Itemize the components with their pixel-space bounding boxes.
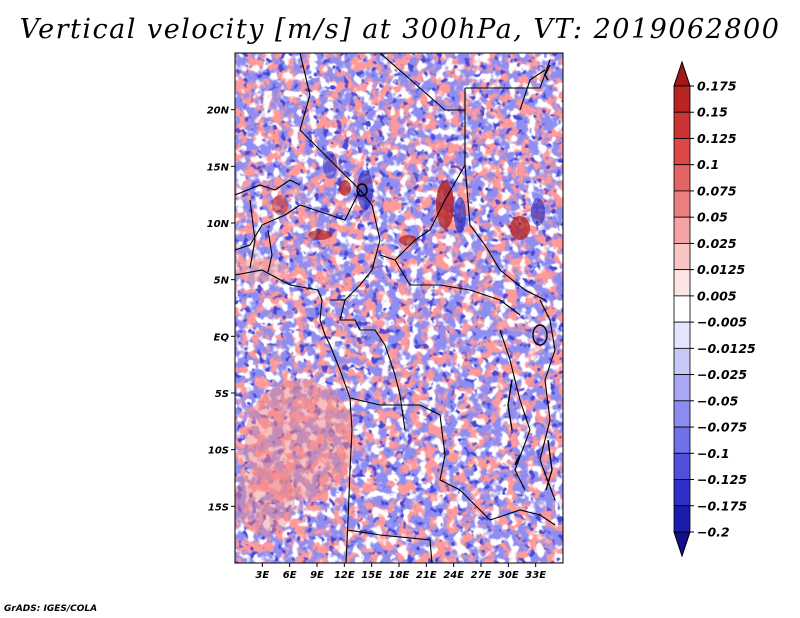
- colorbar-bin: [673, 347, 691, 375]
- colorbar-bin: [673, 426, 691, 454]
- border-sudan: [464, 164, 546, 301]
- lon-tick-label: 21E: [416, 570, 437, 581]
- border-congo: [339, 299, 406, 431]
- field-strong-ascent-core: [510, 216, 530, 240]
- border-lakes: [539, 299, 556, 501]
- colorbar-label: −0.125: [697, 472, 747, 487]
- lon-tick-label: 24E: [443, 570, 464, 581]
- lat-tick-label: 5N: [214, 276, 230, 287]
- field-positive-patch-south: [235, 465, 295, 535]
- colorbar-extend-bottom: [673, 531, 691, 558]
- lon-tick-label: 18E: [389, 570, 410, 581]
- colorbar-label: −0.2: [697, 525, 730, 540]
- colorbar-bin: [673, 479, 691, 507]
- colorbar-label: 0.05: [697, 210, 728, 225]
- border-nile: [519, 69, 546, 111]
- coastline-west: [235, 269, 353, 563]
- colorbar-bin: [673, 85, 691, 113]
- colorbar-bin: [673, 505, 691, 533]
- colorbar-label: 0.005: [697, 288, 737, 303]
- colorbar-label: −0.005: [697, 315, 747, 330]
- border-namibia: [347, 529, 433, 563]
- colorbar-bin: [673, 321, 691, 349]
- lon-tick-label: 12E: [334, 570, 355, 581]
- field-strong-ascent-core: [339, 180, 351, 196]
- colorbar-label: −0.075: [697, 420, 747, 435]
- colorbar-label: 0.075: [697, 183, 737, 198]
- colorbar-bin: [673, 111, 691, 139]
- colorbar-label: −0.1: [697, 446, 730, 461]
- lake-victoria: [532, 324, 548, 346]
- lon-tick-label: 9E: [310, 570, 324, 581]
- colorbar-bin: [673, 164, 691, 192]
- country-borders: [235, 53, 556, 563]
- lon-tick-label: 33E: [525, 570, 546, 581]
- colorbar-bin: [673, 269, 691, 297]
- colorbar-bin: [673, 138, 691, 166]
- longitude-axis: 3E 6E 9E 12E 15E 18E 21E 24E 27E 30E 33E: [255, 563, 546, 581]
- field-strong-descent-core: [323, 151, 337, 179]
- colorbar-label: 0.1: [697, 157, 719, 172]
- grads-credit: GrADS: IGES/COLA: [4, 604, 98, 614]
- border-zambia: [469, 499, 556, 526]
- lake-mweru: [514, 454, 521, 466]
- colorbar-bin: [673, 295, 691, 323]
- lat-tick-label: 15S: [208, 502, 229, 513]
- colorbar-label: −0.175: [697, 498, 747, 513]
- border-ghana: [249, 199, 256, 269]
- chart-title: Vertical velocity [m/s] at 300hPa, VT: 2…: [19, 14, 781, 45]
- colorbar-label: 0.125: [697, 131, 737, 146]
- field-strong-ascent-core: [308, 230, 332, 240]
- lat-tick-label: 5S: [215, 389, 229, 400]
- colorbar-label: 0.15: [697, 105, 728, 120]
- border-benin-togo: [267, 229, 273, 273]
- field-strong-ascent-core: [272, 195, 288, 215]
- field-strong-descent-core: [531, 198, 545, 226]
- colorbar-bin: [673, 452, 691, 480]
- field-strong-descent-core: [357, 170, 373, 210]
- lake-tanganyika: [507, 379, 513, 431]
- field-positive-patch-southwest: [245, 380, 355, 500]
- colorbar-label: −0.0125: [697, 341, 756, 356]
- border-niger-mali: [299, 53, 361, 191]
- lon-tick-label: 15E: [361, 570, 382, 581]
- colorbar-bin: [673, 400, 691, 428]
- colorbar-label: 0.025: [697, 236, 737, 251]
- colorbar-label: −0.05: [697, 393, 739, 408]
- border-niger-nigeria: [235, 189, 361, 251]
- colorbar-label: 0.175: [697, 79, 737, 94]
- border-chad: [379, 53, 466, 261]
- border-east: [499, 329, 531, 491]
- lon-tick-label: 6E: [283, 570, 297, 581]
- border-west-sahel: [235, 179, 301, 196]
- lat-tick-label: EQ: [214, 332, 230, 343]
- velocity-field: [235, 53, 563, 563]
- lat-tick-label: 20N: [207, 106, 230, 117]
- colorbar-bin: [673, 243, 691, 271]
- colorbar-extend-top: [673, 60, 691, 87]
- colorbar-label: 0.0125: [697, 262, 746, 277]
- lat-tick-label: 15N: [207, 162, 230, 173]
- nile-delta: [544, 64, 551, 81]
- colorbar-label: −0.025: [697, 367, 747, 382]
- lat-tick-label: 10S: [208, 446, 229, 457]
- latitude-axis: 20N 15N 10N 5N EQ 5S 10S 15S: [207, 106, 235, 513]
- border-car: [394, 259, 521, 316]
- lake-malawi: [545, 439, 553, 491]
- lon-tick-label: 27E: [471, 570, 492, 581]
- border-libya-egypt: [465, 59, 551, 89]
- lon-tick-label: 30E: [498, 570, 519, 581]
- colorbar: 0.175 0.15 0.125 0.1 0.075 0.05 0.025 0.0125 0.0…: [673, 60, 756, 558]
- field-strong-descent-core: [454, 197, 466, 233]
- colorbar-bin: [673, 190, 691, 218]
- colorbar-bin: [673, 374, 691, 402]
- lakes: [356, 64, 553, 491]
- lake-chad: [356, 183, 368, 197]
- lat-tick-label: 10N: [207, 219, 230, 230]
- colorbar-bin: [673, 216, 691, 244]
- lon-tick-label: 3E: [255, 570, 269, 581]
- border-angola-drc: [349, 397, 471, 501]
